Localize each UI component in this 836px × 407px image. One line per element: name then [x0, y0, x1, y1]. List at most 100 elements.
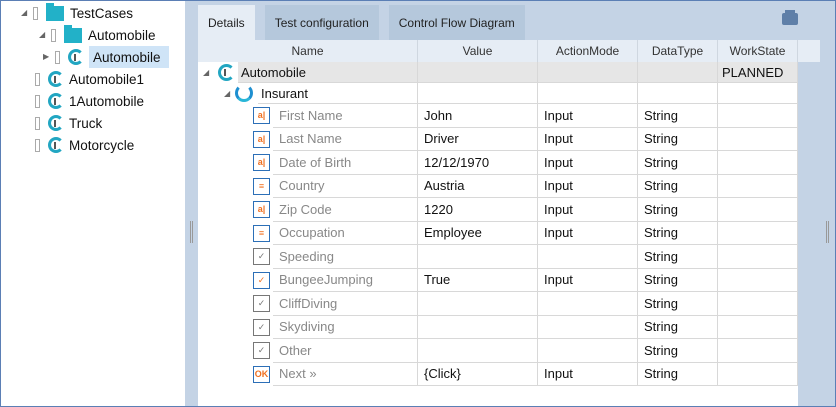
- field-value[interactable]: Austria: [418, 174, 538, 198]
- field-actionmode[interactable]: Input: [538, 198, 638, 222]
- field-value[interactable]: [418, 245, 538, 269]
- field-datatype[interactable]: String: [638, 362, 718, 386]
- field-actionmode[interactable]: Input: [538, 268, 638, 292]
- column-header[interactable]: WorkState: [718, 40, 798, 62]
- tree-checkbox[interactable]: [33, 6, 38, 20]
- testcase-icon: [48, 71, 64, 87]
- field-actionmode[interactable]: [538, 315, 638, 339]
- field-actionmode[interactable]: Input: [538, 174, 638, 198]
- field-datatype[interactable]: String: [638, 292, 718, 316]
- details-panel: Details Test configuration Control Flow …: [198, 1, 820, 406]
- field-name[interactable]: BungeeJumping: [273, 268, 418, 292]
- field-name[interactable]: Occupation: [273, 221, 418, 245]
- field-value[interactable]: Employee: [418, 221, 538, 245]
- folder-icon: [46, 2, 64, 21]
- field-workstate[interactable]: [718, 127, 798, 151]
- group-name[interactable]: Insurant: [258, 83, 418, 104]
- field-datatype[interactable]: String: [638, 315, 718, 339]
- tab-details[interactable]: Details: [198, 5, 255, 40]
- field-datatype[interactable]: String: [638, 151, 718, 175]
- field-datatype[interactable]: String: [638, 104, 718, 128]
- expand-arrow-icon[interactable]: ◢: [39, 30, 46, 39]
- field-workstate[interactable]: [718, 245, 798, 269]
- field-datatype[interactable]: String: [638, 268, 718, 292]
- field-workstate[interactable]: [718, 151, 798, 175]
- field-name[interactable]: Next »: [273, 362, 418, 386]
- field-datatype[interactable]: String: [638, 174, 718, 198]
- field-name[interactable]: Last Name: [273, 127, 418, 151]
- column-header[interactable]: Value: [418, 40, 538, 62]
- field-workstate[interactable]: [718, 174, 798, 198]
- tree-item[interactable]: ◢ TestCases: [21, 2, 133, 24]
- column-header[interactable]: Name: [198, 40, 418, 62]
- field-value[interactable]: [418, 339, 538, 363]
- tree-item[interactable]: Truck: [23, 112, 102, 134]
- field-name[interactable]: Date of Birth: [273, 151, 418, 175]
- field-workstate[interactable]: [718, 104, 798, 128]
- textbox-icon: a|: [253, 107, 270, 124]
- field-actionmode[interactable]: Input: [538, 151, 638, 175]
- field-actionmode[interactable]: Input: [538, 362, 638, 386]
- field-datatype[interactable]: String: [638, 221, 718, 245]
- tree-checkbox[interactable]: [35, 72, 40, 86]
- left-splitter[interactable]: [185, 1, 198, 406]
- tree-item[interactable]: ▶ Automobile: [43, 46, 169, 68]
- field-name[interactable]: Other: [273, 339, 418, 363]
- root-name[interactable]: Automobile: [238, 62, 418, 83]
- field-datatype[interactable]: String: [638, 339, 718, 363]
- tab-control-flow-diagram[interactable]: Control Flow Diagram: [388, 5, 525, 40]
- tree-item[interactable]: 1Automobile: [23, 90, 144, 112]
- field-value[interactable]: 1220: [418, 198, 538, 222]
- field-name[interactable]: Skydiving: [273, 315, 418, 339]
- combobox-icon: ≡: [253, 177, 270, 195]
- field-value[interactable]: John: [418, 104, 538, 128]
- field-actionmode[interactable]: Input: [538, 221, 638, 245]
- tree-item[interactable]: ◢ Automobile: [39, 24, 156, 46]
- field-workstate[interactable]: [718, 221, 798, 245]
- field-name[interactable]: First Name: [273, 104, 418, 128]
- field-value[interactable]: [418, 292, 538, 316]
- field-actionmode[interactable]: Input: [538, 127, 638, 151]
- field-name[interactable]: Country: [273, 174, 418, 198]
- field-datatype[interactable]: String: [638, 245, 718, 269]
- tab-test-configuration[interactable]: Test configuration: [264, 5, 379, 40]
- field-name[interactable]: Speeding: [273, 245, 418, 269]
- field-workstate[interactable]: [718, 315, 798, 339]
- field-workstate[interactable]: [718, 292, 798, 316]
- field-actionmode[interactable]: [538, 339, 638, 363]
- expand-arrow-icon[interactable]: ◢: [224, 89, 231, 98]
- field-name[interactable]: Zip Code: [273, 198, 418, 222]
- collapse-arrow-icon[interactable]: ▶: [43, 52, 50, 61]
- field-value[interactable]: 12/12/1970: [418, 151, 538, 175]
- field-actionmode[interactable]: [538, 245, 638, 269]
- tree-checkbox[interactable]: [35, 94, 40, 108]
- field-datatype[interactable]: String: [638, 127, 718, 151]
- field-value[interactable]: [418, 315, 538, 339]
- field-datatype[interactable]: String: [638, 198, 718, 222]
- expand-arrow-icon[interactable]: ◢: [21, 8, 28, 17]
- tree-item[interactable]: Motorcycle: [23, 134, 134, 156]
- field-value[interactable]: {Click}: [418, 362, 538, 386]
- field-name[interactable]: CliffDiving: [273, 292, 418, 316]
- checkbox-checked-icon: ✓: [253, 271, 270, 289]
- field-actionmode[interactable]: Input: [538, 104, 638, 128]
- field-actionmode[interactable]: [538, 292, 638, 316]
- tree-checkbox[interactable]: [35, 138, 40, 152]
- field-value[interactable]: Driver: [418, 127, 538, 151]
- field-workstate[interactable]: [718, 362, 798, 386]
- tree-checkbox[interactable]: [51, 28, 56, 42]
- tree-item[interactable]: Automobile1: [23, 68, 144, 90]
- field-workstate[interactable]: [718, 268, 798, 292]
- tree-item-label: Motorcycle: [69, 137, 135, 153]
- print-icon[interactable]: [782, 10, 798, 25]
- expand-arrow-icon[interactable]: ◢: [203, 68, 210, 77]
- field-workstate[interactable]: [718, 198, 798, 222]
- column-header[interactable]: DataType: [638, 40, 718, 62]
- field-value[interactable]: True: [418, 268, 538, 292]
- right-splitter[interactable]: [820, 1, 835, 406]
- tree-checkbox[interactable]: [35, 116, 40, 130]
- folder-icon: [64, 24, 82, 43]
- field-workstate[interactable]: [718, 339, 798, 363]
- tree-checkbox[interactable]: [55, 50, 60, 64]
- column-header[interactable]: ActionMode: [538, 40, 638, 62]
